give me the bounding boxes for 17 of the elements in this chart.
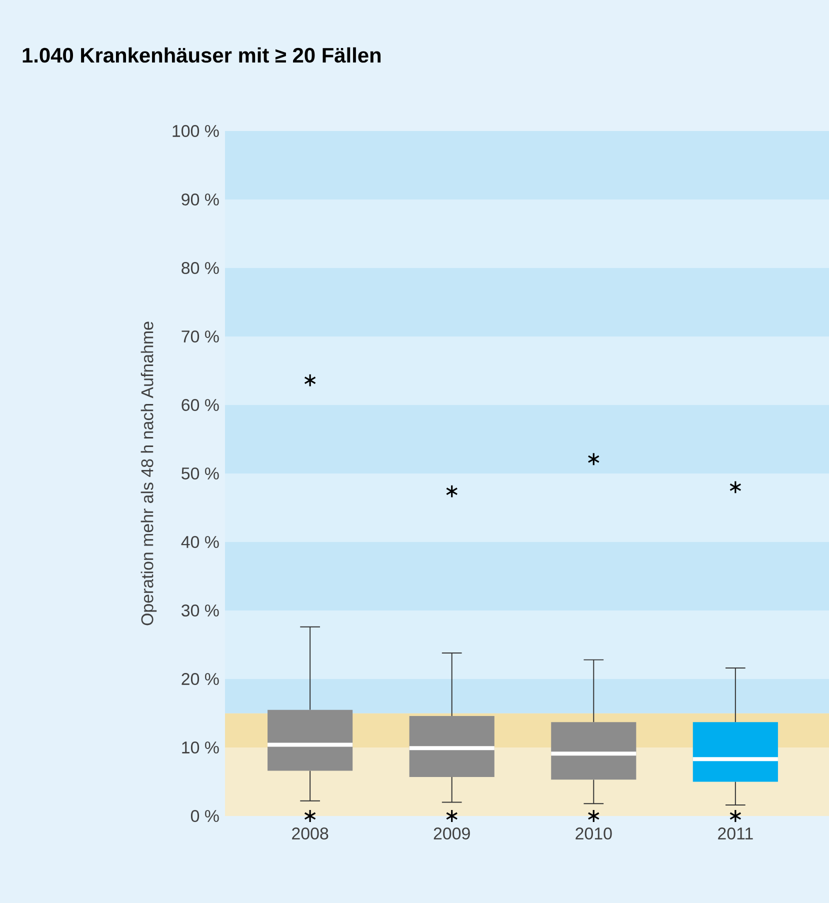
y-axis-title: Operation mehr als 48 h nach Aufnahme [140, 322, 157, 626]
x-tick-label: 2009 [434, 828, 470, 840]
y-tick-label: 70 % [182, 330, 219, 342]
y-tick-label: 10 % [182, 741, 219, 754]
y-tick-label: 80 % [182, 262, 219, 274]
chart-title: 1.040 Krankenhäuser mit ≥ 20 Fällen [22, 47, 381, 63]
y-tick-label: 0 % [190, 810, 219, 822]
y-tick-label: 60 % [182, 398, 219, 411]
x-tick-label: 2010 [576, 828, 612, 840]
x-tick-label: 2008 [292, 828, 328, 840]
y-tick-label: 40 % [181, 536, 219, 548]
x-tick-label: 2011 [718, 828, 753, 840]
y-tick-label: 100 % [172, 124, 219, 137]
y-tick-label: 50 % [182, 467, 219, 480]
y-tick-label: 20 % [182, 672, 219, 685]
y-tick-label: 90 % [182, 193, 219, 206]
y-tick-label: 30 % [182, 604, 219, 616]
